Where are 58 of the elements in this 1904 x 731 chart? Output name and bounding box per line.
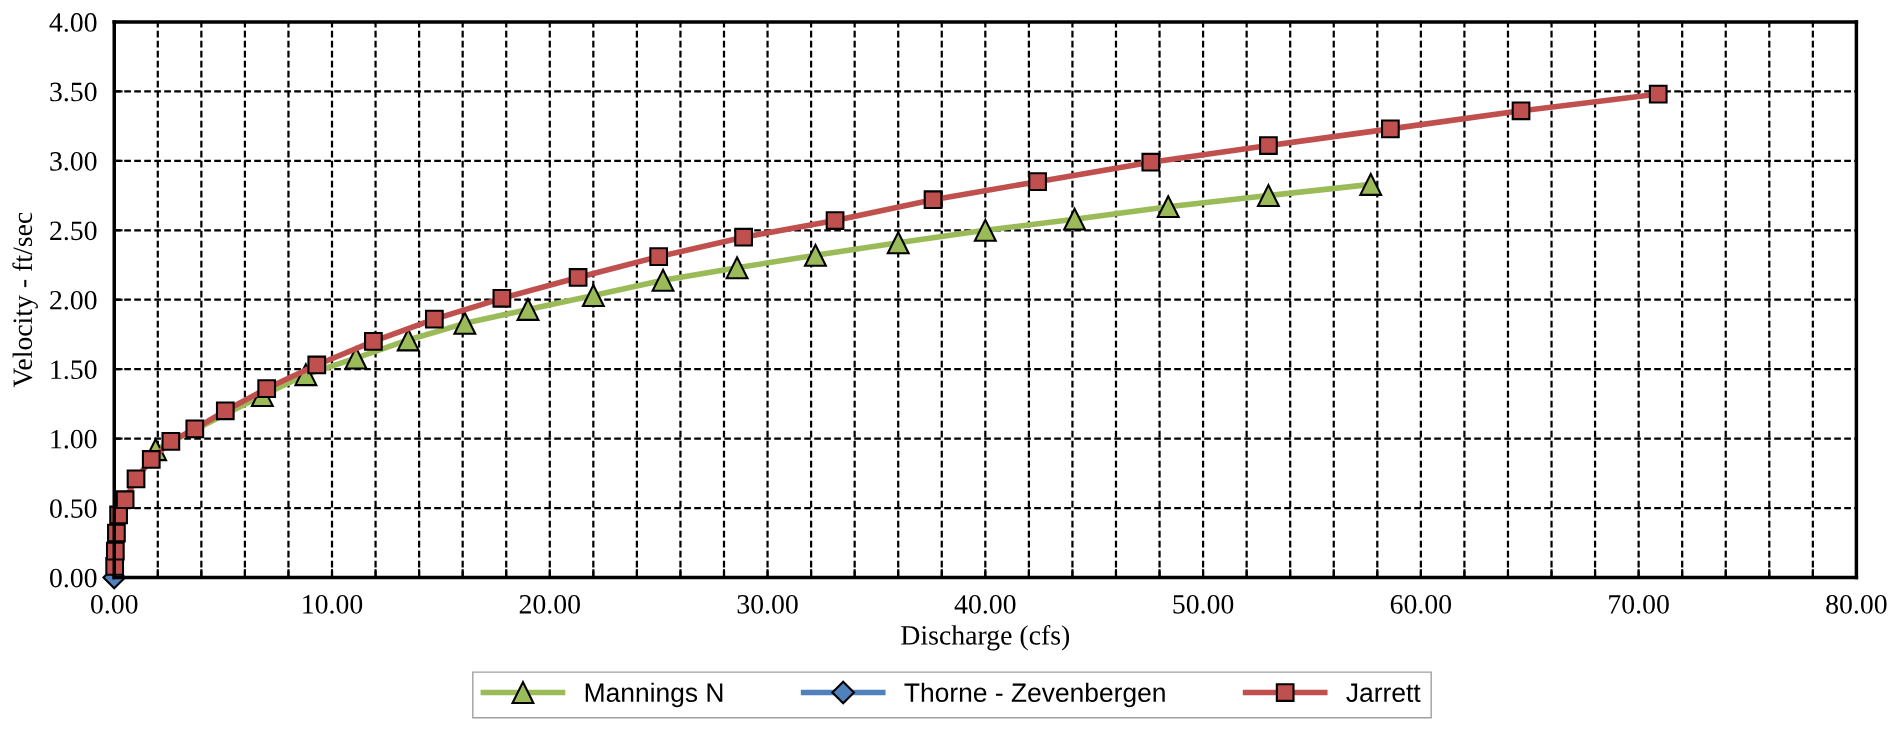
point xyxy=(307,355,327,375)
y-tick-label: 3.50 xyxy=(50,82,97,102)
point xyxy=(825,211,845,230)
point xyxy=(725,256,749,280)
point xyxy=(1156,195,1180,219)
point xyxy=(1256,184,1280,207)
point xyxy=(1028,172,1047,192)
point xyxy=(141,450,161,469)
y-tick-label: 3.00 xyxy=(50,151,97,171)
point xyxy=(804,243,827,267)
point xyxy=(126,469,146,489)
point xyxy=(886,231,910,255)
x-tick-label: 40.00 xyxy=(954,594,1016,614)
legend-label: Jarrett xyxy=(1346,683,1421,703)
point xyxy=(581,284,605,307)
x-tick-label: 70.00 xyxy=(1609,594,1669,614)
legend-label: Mannings N xyxy=(585,682,723,708)
point xyxy=(364,332,383,351)
point xyxy=(396,328,420,352)
x-tick-label: 30.00 xyxy=(737,594,798,614)
point xyxy=(1648,84,1668,104)
x-tick-label: 60.00 xyxy=(1390,594,1452,614)
y-tick-label: 0.00 xyxy=(50,568,97,588)
point xyxy=(568,268,588,287)
point xyxy=(1359,172,1383,196)
x-tick-label: 20.00 xyxy=(519,594,580,614)
y-tick-label: 1.00 xyxy=(51,429,97,449)
x-tick-label: 0.00 xyxy=(90,594,138,614)
y-axis-title: Velocity - ft/sec xyxy=(12,212,38,388)
point xyxy=(453,311,477,335)
point xyxy=(215,401,235,421)
point xyxy=(1381,119,1400,139)
y-tick-label: 2.00 xyxy=(50,290,97,310)
point xyxy=(257,379,277,398)
y-tick-label: 0.50 xyxy=(50,499,97,519)
point xyxy=(1063,207,1087,231)
y-tick-label: 4.00 xyxy=(49,13,97,32)
x-axis-title: Discharge (cfs) xyxy=(901,624,1070,651)
legend-label: Thorne - Zevenbergen xyxy=(904,682,1165,708)
point xyxy=(923,190,943,210)
point xyxy=(115,490,135,510)
point xyxy=(649,247,669,267)
point xyxy=(651,268,675,292)
x-tick-label: 80.00 xyxy=(1826,594,1887,614)
y-tick-label: 2.50 xyxy=(50,221,97,241)
x-tick-label: 10.00 xyxy=(303,594,363,614)
point xyxy=(516,297,540,321)
point xyxy=(424,309,444,329)
point xyxy=(492,288,512,308)
point xyxy=(161,432,181,451)
y-tick-label: 1.50 xyxy=(51,360,97,380)
point xyxy=(1259,136,1278,155)
point xyxy=(734,227,753,247)
x-tick-label: 50.00 xyxy=(1173,594,1234,614)
point xyxy=(1511,101,1531,121)
point xyxy=(1141,152,1161,172)
point xyxy=(973,218,997,242)
point xyxy=(185,419,205,439)
